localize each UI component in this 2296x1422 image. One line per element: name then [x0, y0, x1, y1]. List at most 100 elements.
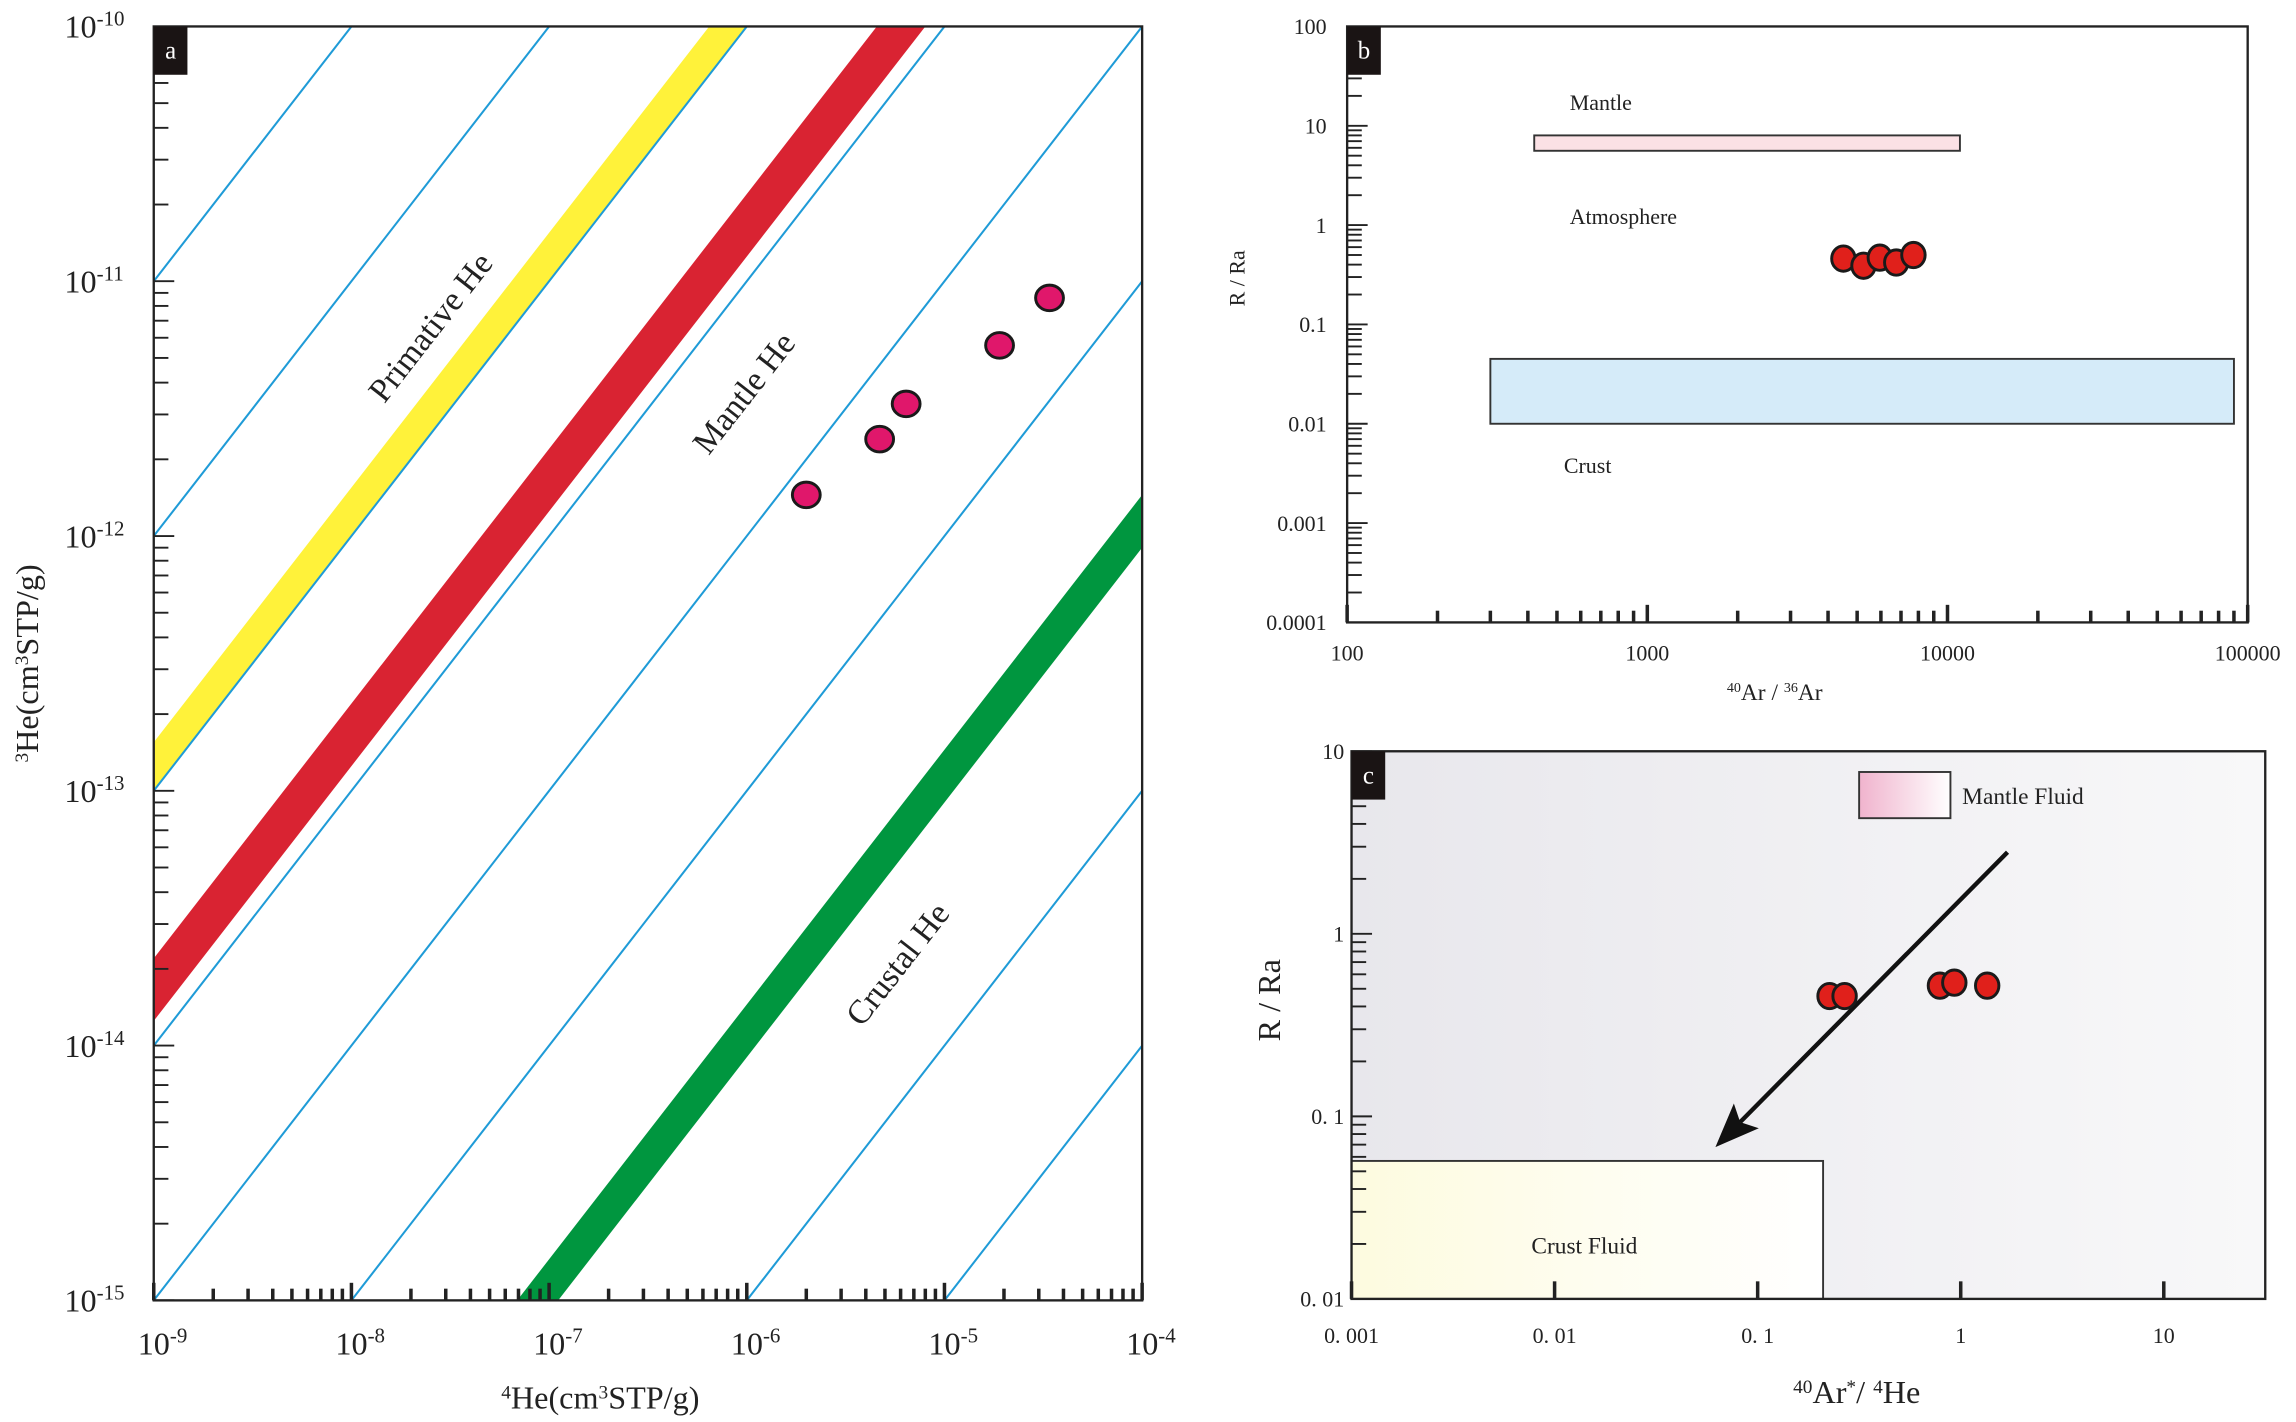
x-tick-label: 10-4	[1126, 1324, 1176, 1362]
field-box	[1350, 1159, 1825, 1300]
y-tick-label: 0.001	[1277, 511, 1326, 536]
y-tick-label: 0. 01	[1300, 1287, 1344, 1312]
label-part: Ar /	[1741, 680, 1784, 706]
x-tick-label: 10-8	[335, 1324, 385, 1362]
plot-frame	[1350, 750, 2267, 1301]
x-tick-label: 10-5	[928, 1324, 978, 1362]
ratio-line	[152, 25, 748, 792]
field-label: Mantle	[1570, 90, 1632, 115]
y-tick-label: 0.0001	[1266, 610, 1326, 635]
data-point	[1974, 971, 2001, 1000]
label-part: He(cm	[511, 1380, 599, 1416]
superscript: 40	[1793, 1376, 1812, 1397]
ratio-line	[745, 790, 1143, 1302]
tick-exponent: -6	[763, 1324, 780, 1348]
tick-base: 10	[928, 1326, 960, 1362]
superscript: 4	[1873, 1376, 1883, 1397]
tick-exponent: -15	[97, 1281, 125, 1305]
tick-base: 10	[64, 1028, 96, 1064]
label-part: STP/g)	[608, 1380, 699, 1416]
label-part: R / Ra	[1251, 959, 1287, 1041]
data-point	[984, 331, 1015, 360]
label-part: STP/g)	[9, 564, 45, 655]
label-part: R / Ra	[1225, 250, 1250, 306]
chart-panel-b: Mantle Crust Atmosphere 100 1000 10000 100000 1…	[1225, 14, 2281, 706]
x-tick-label: 100	[1331, 640, 1364, 665]
tick-base: 10	[64, 773, 96, 809]
y-tick-label: 10-12	[64, 516, 124, 554]
chart-panel-c: Mantle Fluid Crust Fluid 0. 001 0. 01 0. 1 1 1…	[1251, 739, 2267, 1410]
x-tick-label: 1000	[1625, 640, 1669, 665]
plot-area	[1347, 26, 2248, 623]
x-tick-label: 1	[1955, 1323, 1966, 1348]
tick-exponent: -9	[170, 1324, 187, 1348]
tick-exponent: -14	[97, 1026, 125, 1050]
superscript: 4	[501, 1382, 511, 1403]
tick-exponent: -5	[961, 1324, 978, 1348]
tick-base: 10	[138, 1326, 170, 1362]
y-tick-label: 100	[1294, 14, 1327, 39]
tick-base: 10	[731, 1326, 763, 1362]
ratio-band	[517, 494, 1143, 1301]
tick-base: 10	[533, 1326, 565, 1362]
y-tick-label: 0. 1	[1311, 1104, 1344, 1129]
tick-base: 10	[64, 264, 96, 300]
field-box	[1489, 357, 2235, 425]
tick-exponent: -13	[97, 771, 125, 795]
data-point	[1831, 981, 1858, 1011]
superscript: 3	[12, 753, 33, 763]
plot-frame	[152, 25, 1144, 1302]
y-tick-label: 10-13	[64, 771, 124, 809]
ratio-line	[152, 25, 353, 282]
label-part: /	[1856, 1374, 1873, 1410]
superscript: 3	[599, 1382, 609, 1403]
data-point	[1900, 240, 1927, 270]
superscript: *	[1846, 1376, 1856, 1397]
x-tick-label: 100000	[2215, 640, 2281, 665]
tick-exponent: -12	[97, 516, 125, 540]
tick-exponent: -8	[368, 1324, 385, 1348]
field-label: Crust	[1564, 453, 1612, 478]
superscript: 40	[1727, 680, 1741, 696]
y-axis-title: R / Ra	[1225, 250, 1250, 306]
superscript: 3	[12, 656, 33, 666]
panel-label-badge	[153, 26, 188, 75]
x-tick-label: 10000	[1920, 640, 1975, 665]
field-label: Mantle Fluid	[1962, 784, 2084, 810]
x-tick-label: 0. 01	[1533, 1323, 1577, 1348]
region-label: Atmosphere	[1570, 204, 1677, 229]
y-axis-title: 3He(cm3STP/g)	[9, 564, 45, 762]
y-tick-label: 1	[1333, 922, 1344, 947]
panel-label-badge	[1347, 26, 1381, 75]
tick-exponent: -10	[97, 7, 125, 31]
x-axis-title: 40Ar*/ 4He	[1793, 1374, 1920, 1410]
panel-label: a	[165, 38, 176, 65]
x-tick-label: 10-9	[138, 1324, 188, 1362]
panel-label-badge	[1351, 751, 1386, 800]
x-tick-label: 0. 001	[1324, 1323, 1379, 1348]
x-tick-label: 10	[2153, 1323, 2175, 1348]
x-tick-label: 10-6	[731, 1324, 781, 1362]
field-label: Crust Fluid	[1531, 1234, 1637, 1260]
label-part: He(cm	[9, 665, 45, 753]
data-point	[1941, 968, 1968, 997]
y-tick-label: 0.01	[1288, 411, 1326, 436]
y-tick-label: 0.1	[1299, 312, 1326, 337]
field-box	[1533, 134, 1961, 152]
panel-label: c	[1363, 762, 1374, 789]
label-part: Ar	[1812, 1374, 1846, 1410]
data-point	[864, 424, 896, 454]
tick-exponent: -11	[97, 262, 124, 286]
y-tick-label: 10-14	[64, 1026, 125, 1064]
y-tick-label: 10-11	[64, 262, 123, 300]
ratio-line	[152, 25, 550, 537]
label-part: He	[1883, 1374, 1921, 1410]
y-tick-label: 10-15	[64, 1281, 124, 1319]
data-point	[890, 389, 922, 419]
x-axis-title: 40Ar / 36Ar	[1727, 680, 1823, 706]
ratio-line	[152, 25, 1143, 1302]
y-tick-label: 10	[1322, 739, 1344, 764]
